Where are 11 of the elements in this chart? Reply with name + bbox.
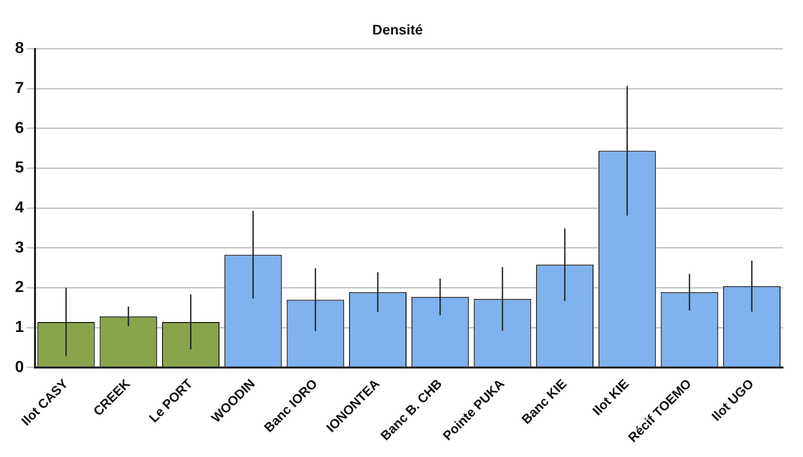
y-tick-label: 4 [14, 200, 24, 217]
y-tick-label: 3 [14, 239, 24, 256]
y-tick-label: 0 [14, 358, 24, 376]
chart-title: Densité [372, 21, 423, 38]
y-tick-label: 5 [14, 160, 24, 177]
y-tick-label: 2 [14, 279, 24, 296]
y-tick-label: 7 [14, 80, 24, 98]
y-tick-label: 8 [14, 40, 24, 58]
x-tick-label: Ilot KIE [590, 376, 632, 418]
y-tick-label: 1 [14, 318, 24, 336]
y-tick-label: 6 [14, 120, 24, 137]
